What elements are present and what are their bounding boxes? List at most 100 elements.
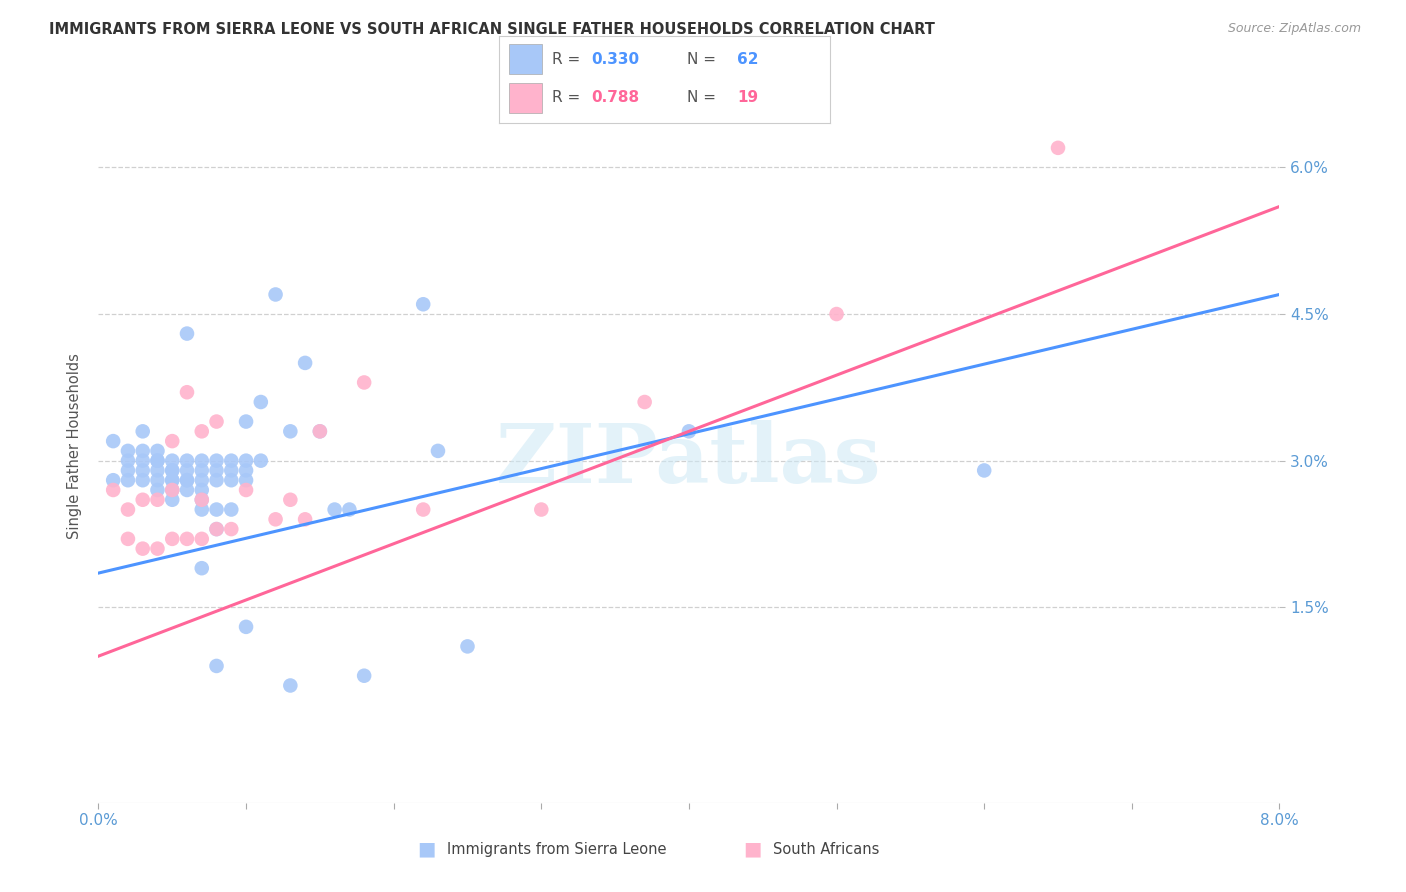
Point: [294, 512, 316, 526]
Point: [146, 483, 169, 497]
Point: [117, 502, 139, 516]
Point: [176, 463, 198, 477]
Point: [117, 463, 139, 477]
Point: [176, 483, 198, 497]
Point: [191, 453, 214, 467]
Point: [146, 463, 169, 477]
Text: 19: 19: [737, 90, 758, 105]
Text: 0.330: 0.330: [592, 52, 640, 67]
Point: [678, 425, 700, 439]
Point: [235, 620, 257, 634]
Point: [264, 512, 287, 526]
Point: [162, 473, 183, 487]
Point: [219, 502, 242, 516]
Point: [235, 453, 257, 467]
Point: [176, 473, 198, 487]
Text: N =: N =: [688, 90, 721, 105]
Point: [132, 492, 155, 507]
Point: [412, 502, 434, 516]
Point: [132, 541, 155, 556]
Point: [132, 453, 155, 467]
Point: [1046, 141, 1069, 155]
Point: [235, 415, 257, 429]
Point: [146, 492, 169, 507]
Point: [205, 659, 228, 673]
Point: [176, 326, 198, 341]
Point: [235, 463, 257, 477]
Point: [146, 541, 169, 556]
Point: [132, 473, 155, 487]
Point: [353, 669, 375, 683]
Point: [337, 502, 360, 516]
Point: [456, 640, 478, 654]
Point: [176, 532, 198, 546]
Point: [235, 473, 257, 487]
Point: [191, 463, 214, 477]
Point: [278, 492, 302, 507]
Y-axis label: Single Father Households: Single Father Households: [67, 353, 83, 539]
Point: [176, 453, 198, 467]
Point: [205, 522, 228, 536]
Point: [219, 453, 242, 467]
Point: [162, 463, 183, 477]
FancyBboxPatch shape: [509, 45, 543, 74]
Point: [278, 678, 302, 692]
Point: [117, 532, 139, 546]
Point: [162, 492, 183, 507]
Point: [825, 307, 848, 321]
Point: [162, 463, 183, 477]
Point: [176, 473, 198, 487]
Point: [117, 473, 139, 487]
Point: [191, 492, 214, 507]
Point: [103, 483, 125, 497]
Point: [162, 532, 183, 546]
Point: [146, 453, 169, 467]
Text: R =: R =: [553, 90, 585, 105]
Point: [191, 425, 214, 439]
Text: 62: 62: [737, 52, 758, 67]
Point: [162, 483, 183, 497]
Text: 0.788: 0.788: [592, 90, 640, 105]
Point: [191, 483, 214, 497]
Point: [235, 483, 257, 497]
Point: [426, 443, 449, 458]
Point: [530, 502, 553, 516]
Point: [146, 443, 169, 458]
Point: [132, 463, 155, 477]
Point: [205, 473, 228, 487]
Point: [205, 453, 228, 467]
Text: ■: ■: [416, 839, 436, 859]
Text: Source: ZipAtlas.com: Source: ZipAtlas.com: [1227, 22, 1361, 36]
Point: [278, 425, 302, 439]
Point: [250, 453, 273, 467]
Point: [308, 425, 332, 439]
Point: [191, 502, 214, 516]
Text: South Africans: South Africans: [773, 842, 880, 856]
Point: [219, 463, 242, 477]
Point: [205, 415, 228, 429]
Point: [633, 395, 655, 409]
Point: [176, 385, 198, 400]
Point: [117, 443, 139, 458]
Text: IMMIGRANTS FROM SIERRA LEONE VS SOUTH AFRICAN SINGLE FATHER HOUSEHOLDS CORRELATI: IMMIGRANTS FROM SIERRA LEONE VS SOUTH AF…: [49, 22, 935, 37]
Point: [132, 443, 155, 458]
Point: [205, 502, 228, 516]
Point: [308, 425, 332, 439]
Point: [412, 297, 434, 311]
Point: [146, 453, 169, 467]
Point: [264, 287, 287, 301]
Point: [219, 473, 242, 487]
Point: [162, 483, 183, 497]
FancyBboxPatch shape: [509, 83, 543, 112]
Point: [219, 522, 242, 536]
Point: [250, 395, 273, 409]
Point: [353, 376, 375, 390]
Point: [323, 502, 346, 516]
Point: [103, 434, 125, 449]
Point: [162, 453, 183, 467]
Point: [973, 463, 995, 477]
Point: [191, 492, 214, 507]
Point: [191, 532, 214, 546]
Text: R =: R =: [553, 52, 585, 67]
Text: Immigrants from Sierra Leone: Immigrants from Sierra Leone: [447, 842, 666, 856]
